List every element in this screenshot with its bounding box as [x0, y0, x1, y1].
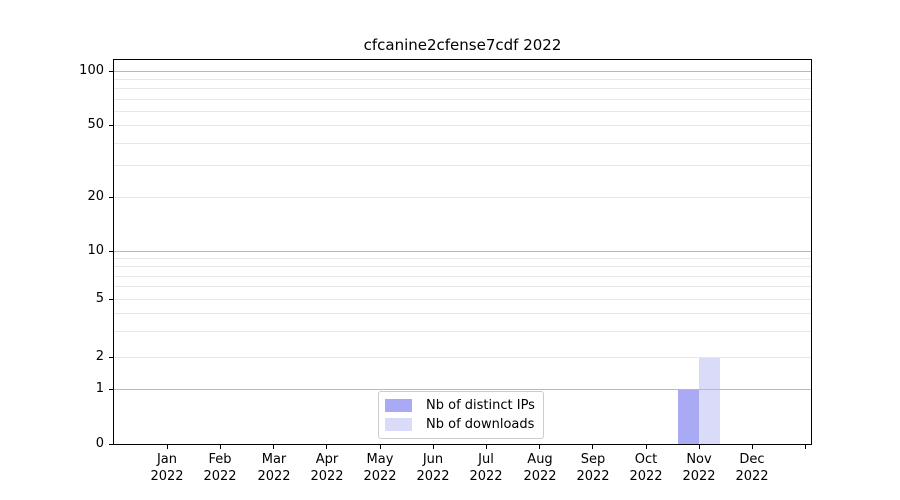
- x-tick-mark: [167, 445, 168, 449]
- x-tick-month: Aug: [527, 452, 553, 467]
- x-tick-mark: [380, 445, 381, 449]
- bar-downloads: [699, 357, 720, 444]
- minor-gridline: [114, 276, 811, 277]
- x-tick-mark: [220, 445, 221, 449]
- x-tick-month: Apr: [315, 452, 339, 467]
- x-tick-month: Jun: [422, 452, 444, 467]
- minor-gridline: [114, 286, 811, 287]
- y-tick-label: 5: [95, 291, 104, 306]
- x-tick-mark: [752, 445, 753, 449]
- legend-label-distinct-ips: Nb of distinct IPs: [426, 398, 535, 413]
- major-gridline: [114, 251, 811, 252]
- x-tick-year: 2022: [416, 469, 450, 484]
- x-tick-year: 2022: [576, 469, 610, 484]
- plot-area: [113, 59, 812, 445]
- x-tick-mark: [326, 445, 327, 449]
- x-tick-year: 2022: [150, 469, 184, 484]
- y-tick-mark: [109, 389, 114, 390]
- chart-title: cfcanine2cfense7cdf 2022: [363, 36, 562, 54]
- minor-gridline: [114, 331, 811, 332]
- x-tick-mark: [273, 445, 274, 449]
- x-tick-year: 2022: [682, 469, 716, 484]
- legend: Nb of distinct IPs Nb of downloads: [378, 391, 544, 439]
- x-tick-label: Aug 2022: [510, 451, 570, 485]
- y-tick-label: 2: [95, 349, 104, 364]
- minor-gridline: [114, 266, 811, 267]
- legend-item-downloads: Nb of downloads: [385, 415, 535, 434]
- x-tick-mark: [486, 445, 487, 449]
- y-tick-label: 1: [95, 381, 104, 396]
- x-tick-month: Nov: [686, 452, 712, 467]
- x-tick-label: Sep 2022: [563, 451, 623, 485]
- x-tick-label: Jul 2022: [456, 451, 516, 485]
- x-tick-year: 2022: [735, 469, 769, 484]
- x-tick-month: Jan: [156, 452, 178, 467]
- minor-gridline: [114, 299, 811, 300]
- x-tick-label: Feb 2022: [190, 451, 250, 485]
- minor-gridline: [114, 258, 811, 259]
- x-tick-mark: [805, 445, 806, 449]
- minor-gridline: [114, 99, 811, 100]
- x-tick-year: 2022: [310, 469, 344, 484]
- minor-gridline: [114, 165, 811, 166]
- y-tick-mark: [109, 71, 114, 72]
- y-tick-mark: [109, 197, 114, 198]
- x-tick-month: Dec: [739, 452, 765, 467]
- x-tick-year: 2022: [469, 469, 503, 484]
- minor-gridline: [114, 88, 811, 89]
- x-tick-month: Feb: [208, 452, 232, 467]
- y-tick-mark: [109, 444, 114, 445]
- y-tick-mark: [109, 125, 114, 126]
- y-tick-label: 20: [87, 189, 104, 204]
- minor-gridline: [114, 79, 811, 80]
- y-tick-label: 50: [87, 117, 104, 132]
- x-tick-month: Jul: [478, 452, 494, 467]
- x-tick-year: 2022: [203, 469, 237, 484]
- x-tick-label: Oct 2022: [616, 451, 676, 485]
- minor-gridline: [114, 143, 811, 144]
- x-tick-month: Sep: [580, 452, 606, 467]
- x-tick-label: Nov 2022: [669, 451, 729, 485]
- x-tick-year: 2022: [363, 469, 397, 484]
- y-tick-mark: [109, 251, 114, 252]
- y-tick-mark: [109, 299, 114, 300]
- x-tick-label: Jun 2022: [403, 451, 463, 485]
- y-tick-mark: [109, 357, 114, 358]
- x-tick-month: May: [366, 452, 394, 467]
- x-tick-mark: [699, 445, 700, 449]
- minor-gridline: [114, 197, 811, 198]
- minor-gridline: [114, 313, 811, 314]
- minor-gridline: [114, 111, 811, 112]
- minor-gridline: [114, 125, 811, 126]
- legend-label-downloads: Nb of downloads: [426, 417, 535, 432]
- y-tick-label: 0: [95, 436, 104, 451]
- x-tick-month: Mar: [261, 452, 287, 467]
- x-tick-label: Mar 2022: [244, 451, 304, 485]
- x-tick-year: 2022: [629, 469, 663, 484]
- legend-item-distinct-ips: Nb of distinct IPs: [385, 396, 535, 415]
- x-tick-mark: [646, 445, 647, 449]
- x-tick-year: 2022: [257, 469, 291, 484]
- x-tick-mark: [433, 445, 434, 449]
- x-tick-label: Jan 2022: [137, 451, 197, 485]
- bar-distinct-ips: [678, 389, 699, 444]
- x-tick-label: Dec 2022: [722, 451, 782, 485]
- x-tick-label: May 2022: [350, 451, 410, 485]
- y-tick-label: 100: [79, 63, 104, 78]
- x-tick-mark: [539, 445, 540, 449]
- minor-gridline: [114, 357, 811, 358]
- x-tick-year: 2022: [523, 469, 557, 484]
- legend-swatch-downloads-icon: [385, 418, 412, 431]
- x-tick-month: Oct: [634, 452, 658, 467]
- x-tick-label: Apr 2022: [297, 451, 357, 485]
- legend-swatch-distinct-ips-icon: [385, 399, 412, 412]
- major-gridline: [114, 71, 811, 72]
- y-tick-label: 10: [87, 243, 104, 258]
- x-tick-mark: [592, 445, 593, 449]
- major-gridline: [114, 389, 811, 390]
